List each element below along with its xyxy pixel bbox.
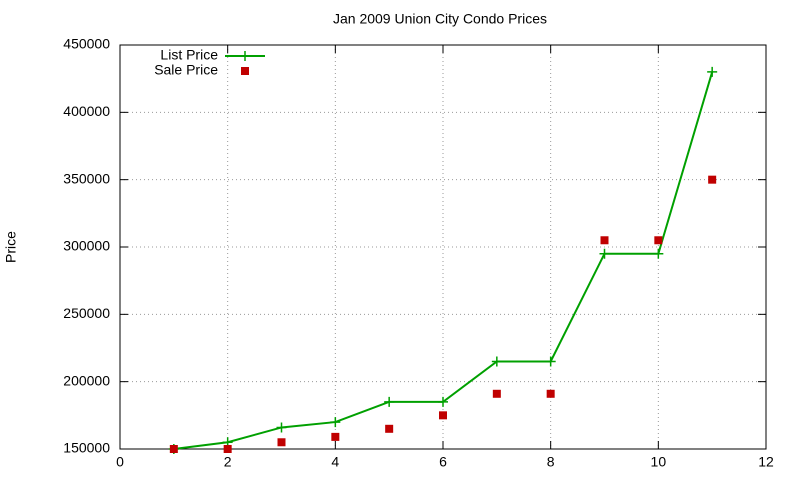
y-tick-label: 250000 <box>63 305 110 321</box>
point <box>708 175 717 184</box>
y-tick-label: 200000 <box>63 372 110 388</box>
y-tick-label: 300000 <box>63 238 110 254</box>
y-tick-label: 400000 <box>63 103 110 119</box>
x-tick-label: 12 <box>758 454 774 470</box>
point <box>545 356 556 367</box>
point <box>277 438 286 447</box>
legend-label: List Price <box>160 47 218 63</box>
point <box>330 417 341 428</box>
x-tick-label: 4 <box>331 454 339 470</box>
point <box>223 445 232 453</box>
point <box>654 236 663 245</box>
x-tick-label: 2 <box>224 454 232 470</box>
point <box>707 66 718 77</box>
y-axis-label: Price <box>3 231 19 263</box>
y-tick-label: 150000 <box>63 440 110 456</box>
y-tick-label: 450000 <box>63 36 110 52</box>
x-tick-label: 0 <box>116 454 124 470</box>
point <box>384 396 395 407</box>
legend-label: Sale Price <box>154 62 218 78</box>
x-tick-label: 6 <box>439 454 447 470</box>
point <box>546 389 555 398</box>
x-tick-label: 10 <box>651 454 667 470</box>
x-tick-label: 8 <box>547 454 555 470</box>
point <box>385 424 394 433</box>
point <box>600 236 609 245</box>
point <box>653 248 664 259</box>
point <box>599 248 610 259</box>
point <box>492 389 501 398</box>
plot-border <box>119 44 767 450</box>
point <box>169 445 178 453</box>
series-line <box>173 71 714 450</box>
legend-marker <box>240 51 250 61</box>
point <box>331 432 340 441</box>
point <box>491 356 502 367</box>
point <box>439 411 447 420</box>
point <box>276 422 287 433</box>
chart-title: Jan 2009 Union City Condo Prices <box>333 11 547 27</box>
legend-marker <box>241 67 249 75</box>
y-tick-label: 350000 <box>63 170 110 186</box>
point <box>438 396 448 407</box>
